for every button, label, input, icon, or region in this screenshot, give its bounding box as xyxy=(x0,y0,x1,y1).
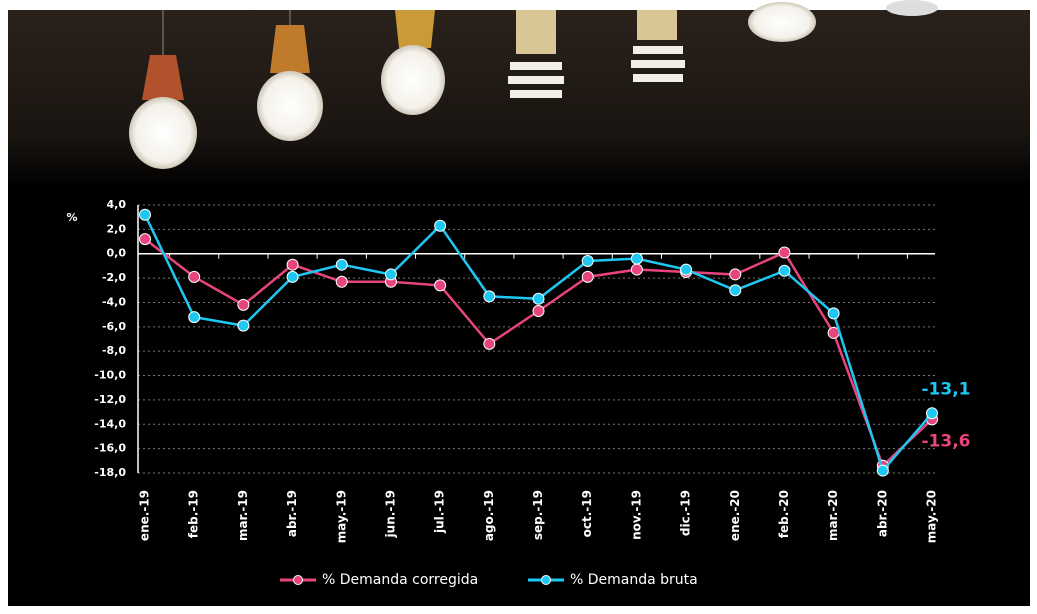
y-tick-label: -6,0 xyxy=(102,320,126,333)
x-tick-label: mar.-20 xyxy=(826,490,840,541)
legend-marker xyxy=(542,576,551,585)
point xyxy=(336,276,347,287)
x-tick-label: nov.-19 xyxy=(629,490,643,540)
legend-label: % Demanda corregida xyxy=(322,572,478,588)
point xyxy=(238,320,249,331)
y-tick-label: 2,0 xyxy=(107,222,127,235)
point xyxy=(582,271,593,282)
legend-label: % Demanda bruta xyxy=(570,572,698,588)
y-tick-label: -2,0 xyxy=(102,271,126,284)
point xyxy=(927,408,938,419)
point xyxy=(730,285,741,296)
point xyxy=(140,209,151,220)
x-tick-label: mar.-19 xyxy=(236,490,250,541)
point xyxy=(681,264,692,275)
value-label: -13,6 xyxy=(922,431,971,451)
y-axis-label: % xyxy=(66,211,77,224)
point xyxy=(140,234,151,245)
point xyxy=(779,265,790,276)
legend-marker xyxy=(294,576,303,585)
point xyxy=(336,259,347,270)
point xyxy=(189,312,200,323)
y-tick-label: 4,0 xyxy=(107,198,127,211)
point xyxy=(238,299,249,310)
point xyxy=(484,291,495,302)
y-tick-label: 0,0 xyxy=(107,247,127,260)
point xyxy=(582,256,593,267)
y-tick-label: -14,0 xyxy=(94,417,126,430)
point xyxy=(287,271,298,282)
point xyxy=(730,269,741,280)
point xyxy=(533,293,544,304)
point xyxy=(631,264,642,275)
point xyxy=(287,259,298,270)
point xyxy=(631,253,642,264)
x-tick-label: abr.-20 xyxy=(875,490,889,537)
point xyxy=(484,338,495,349)
x-tick-label: sep.-19 xyxy=(531,490,545,540)
point xyxy=(189,271,200,282)
point xyxy=(877,465,888,476)
point xyxy=(385,269,396,280)
point xyxy=(533,305,544,316)
value-label: -13,1 xyxy=(922,379,971,399)
y-tick-label: -16,0 xyxy=(94,442,126,455)
point xyxy=(779,247,790,258)
x-tick-label: feb.-19 xyxy=(187,490,201,538)
y-tick-label: -8,0 xyxy=(102,344,126,357)
point xyxy=(435,220,446,231)
x-tick-label: dic.-19 xyxy=(679,490,693,536)
x-tick-label: may.-20 xyxy=(925,490,939,543)
point xyxy=(828,308,839,319)
x-tick-label: ago.-19 xyxy=(482,490,496,541)
chart: % % Demanda corregida % Demanda bruta 4,… xyxy=(0,0,1037,614)
x-tick-label: ene.-19 xyxy=(138,490,152,541)
point xyxy=(435,280,446,291)
x-tick-label: jun.-19 xyxy=(383,490,397,538)
y-tick-label: -10,0 xyxy=(94,369,126,382)
y-tick-label: -12,0 xyxy=(94,393,126,406)
y-tick-label: -18,0 xyxy=(94,466,126,479)
x-tick-label: may.-19 xyxy=(334,490,348,543)
x-tick-label: feb.-20 xyxy=(777,490,791,538)
x-tick-label: abr.-19 xyxy=(285,490,299,537)
y-tick-label: -4,0 xyxy=(102,295,126,308)
x-tick-label: oct.-19 xyxy=(580,490,594,537)
x-tick-label: ene.-20 xyxy=(728,490,742,541)
x-tick-label: jul.-19 xyxy=(433,490,447,534)
